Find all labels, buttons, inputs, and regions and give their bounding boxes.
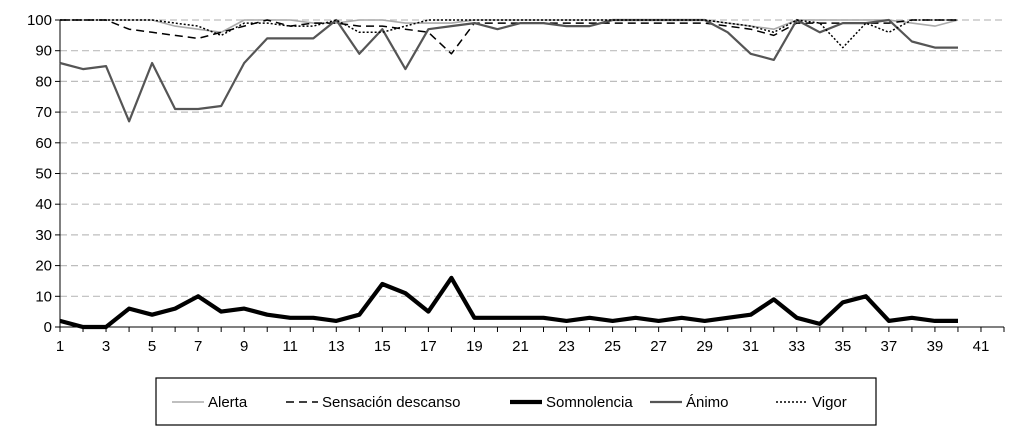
y-tick-label-50: 50 bbox=[35, 166, 52, 183]
y-tick-label-70: 70 bbox=[35, 104, 52, 121]
x-tick-label-7: 7 bbox=[194, 338, 202, 355]
x-tick-label-1: 1 bbox=[56, 338, 64, 355]
x-tick-label-27: 27 bbox=[650, 338, 667, 355]
x-tick-label-29: 29 bbox=[696, 338, 713, 355]
axes bbox=[55, 19, 1005, 332]
y-tick-label-90: 90 bbox=[35, 43, 52, 60]
x-tick-label-15: 15 bbox=[374, 338, 391, 355]
y-tick-label-40: 40 bbox=[35, 196, 52, 213]
series-line-4 bbox=[60, 19, 958, 49]
x-tick-label-23: 23 bbox=[558, 338, 575, 355]
x-tick-label-35: 35 bbox=[834, 338, 851, 355]
series-lines bbox=[59, 18, 959, 330]
y-tick-label-80: 80 bbox=[35, 73, 52, 90]
x-tick-labels: 1 3 5 7 9 11 13 15 17 19 21 23 25 27 29 31 33 35 37 39 41 bbox=[56, 338, 989, 355]
x-tick-label-5: 5 bbox=[148, 338, 156, 355]
y-tick-labels: 0 10 20 30 40 50 60 70 80 90 100 bbox=[27, 12, 52, 336]
series-line-1 bbox=[60, 19, 958, 55]
y-tick-label-100: 100 bbox=[27, 12, 52, 29]
legend-label-3: Ánimo bbox=[686, 394, 729, 411]
y-tick-label-20: 20 bbox=[35, 258, 52, 275]
x-tick-label-11: 11 bbox=[282, 338, 298, 355]
y-tick-label-10: 10 bbox=[35, 288, 52, 305]
legend-label-0: Alerta bbox=[208, 394, 248, 411]
y-tick-label-60: 60 bbox=[35, 135, 52, 152]
y-tick-label-30: 30 bbox=[35, 227, 52, 244]
legend-label-1: Sensación descanso bbox=[322, 394, 460, 411]
series-line-0 bbox=[60, 19, 959, 34]
gridlines bbox=[60, 19, 1004, 297]
x-tick-label-21: 21 bbox=[512, 338, 529, 355]
x-tick-label-25: 25 bbox=[604, 338, 621, 355]
series-line-2 bbox=[59, 275, 958, 330]
x-tick-label-13: 13 bbox=[328, 338, 345, 355]
legend-label-4: Vigor bbox=[812, 394, 847, 411]
x-tick-label-33: 33 bbox=[788, 338, 805, 355]
x-tick-label-37: 37 bbox=[881, 338, 898, 355]
x-tick-label-9: 9 bbox=[240, 338, 248, 355]
legend-label-2: Somnolencia bbox=[546, 394, 633, 411]
series-line-3 bbox=[59, 18, 958, 123]
x-tick-label-3: 3 bbox=[102, 338, 110, 355]
x-tick-label-17: 17 bbox=[420, 338, 437, 355]
y-tick-label-0: 0 bbox=[44, 319, 52, 336]
x-tick-label-19: 19 bbox=[466, 338, 483, 355]
x-tick-label-41: 41 bbox=[973, 338, 990, 355]
legend: Alerta Sensación descanso Somnolencia Ánimo… bbox=[155, 377, 877, 426]
x-tick-label-31: 31 bbox=[742, 338, 759, 355]
x-tick-label-39: 39 bbox=[927, 338, 944, 355]
